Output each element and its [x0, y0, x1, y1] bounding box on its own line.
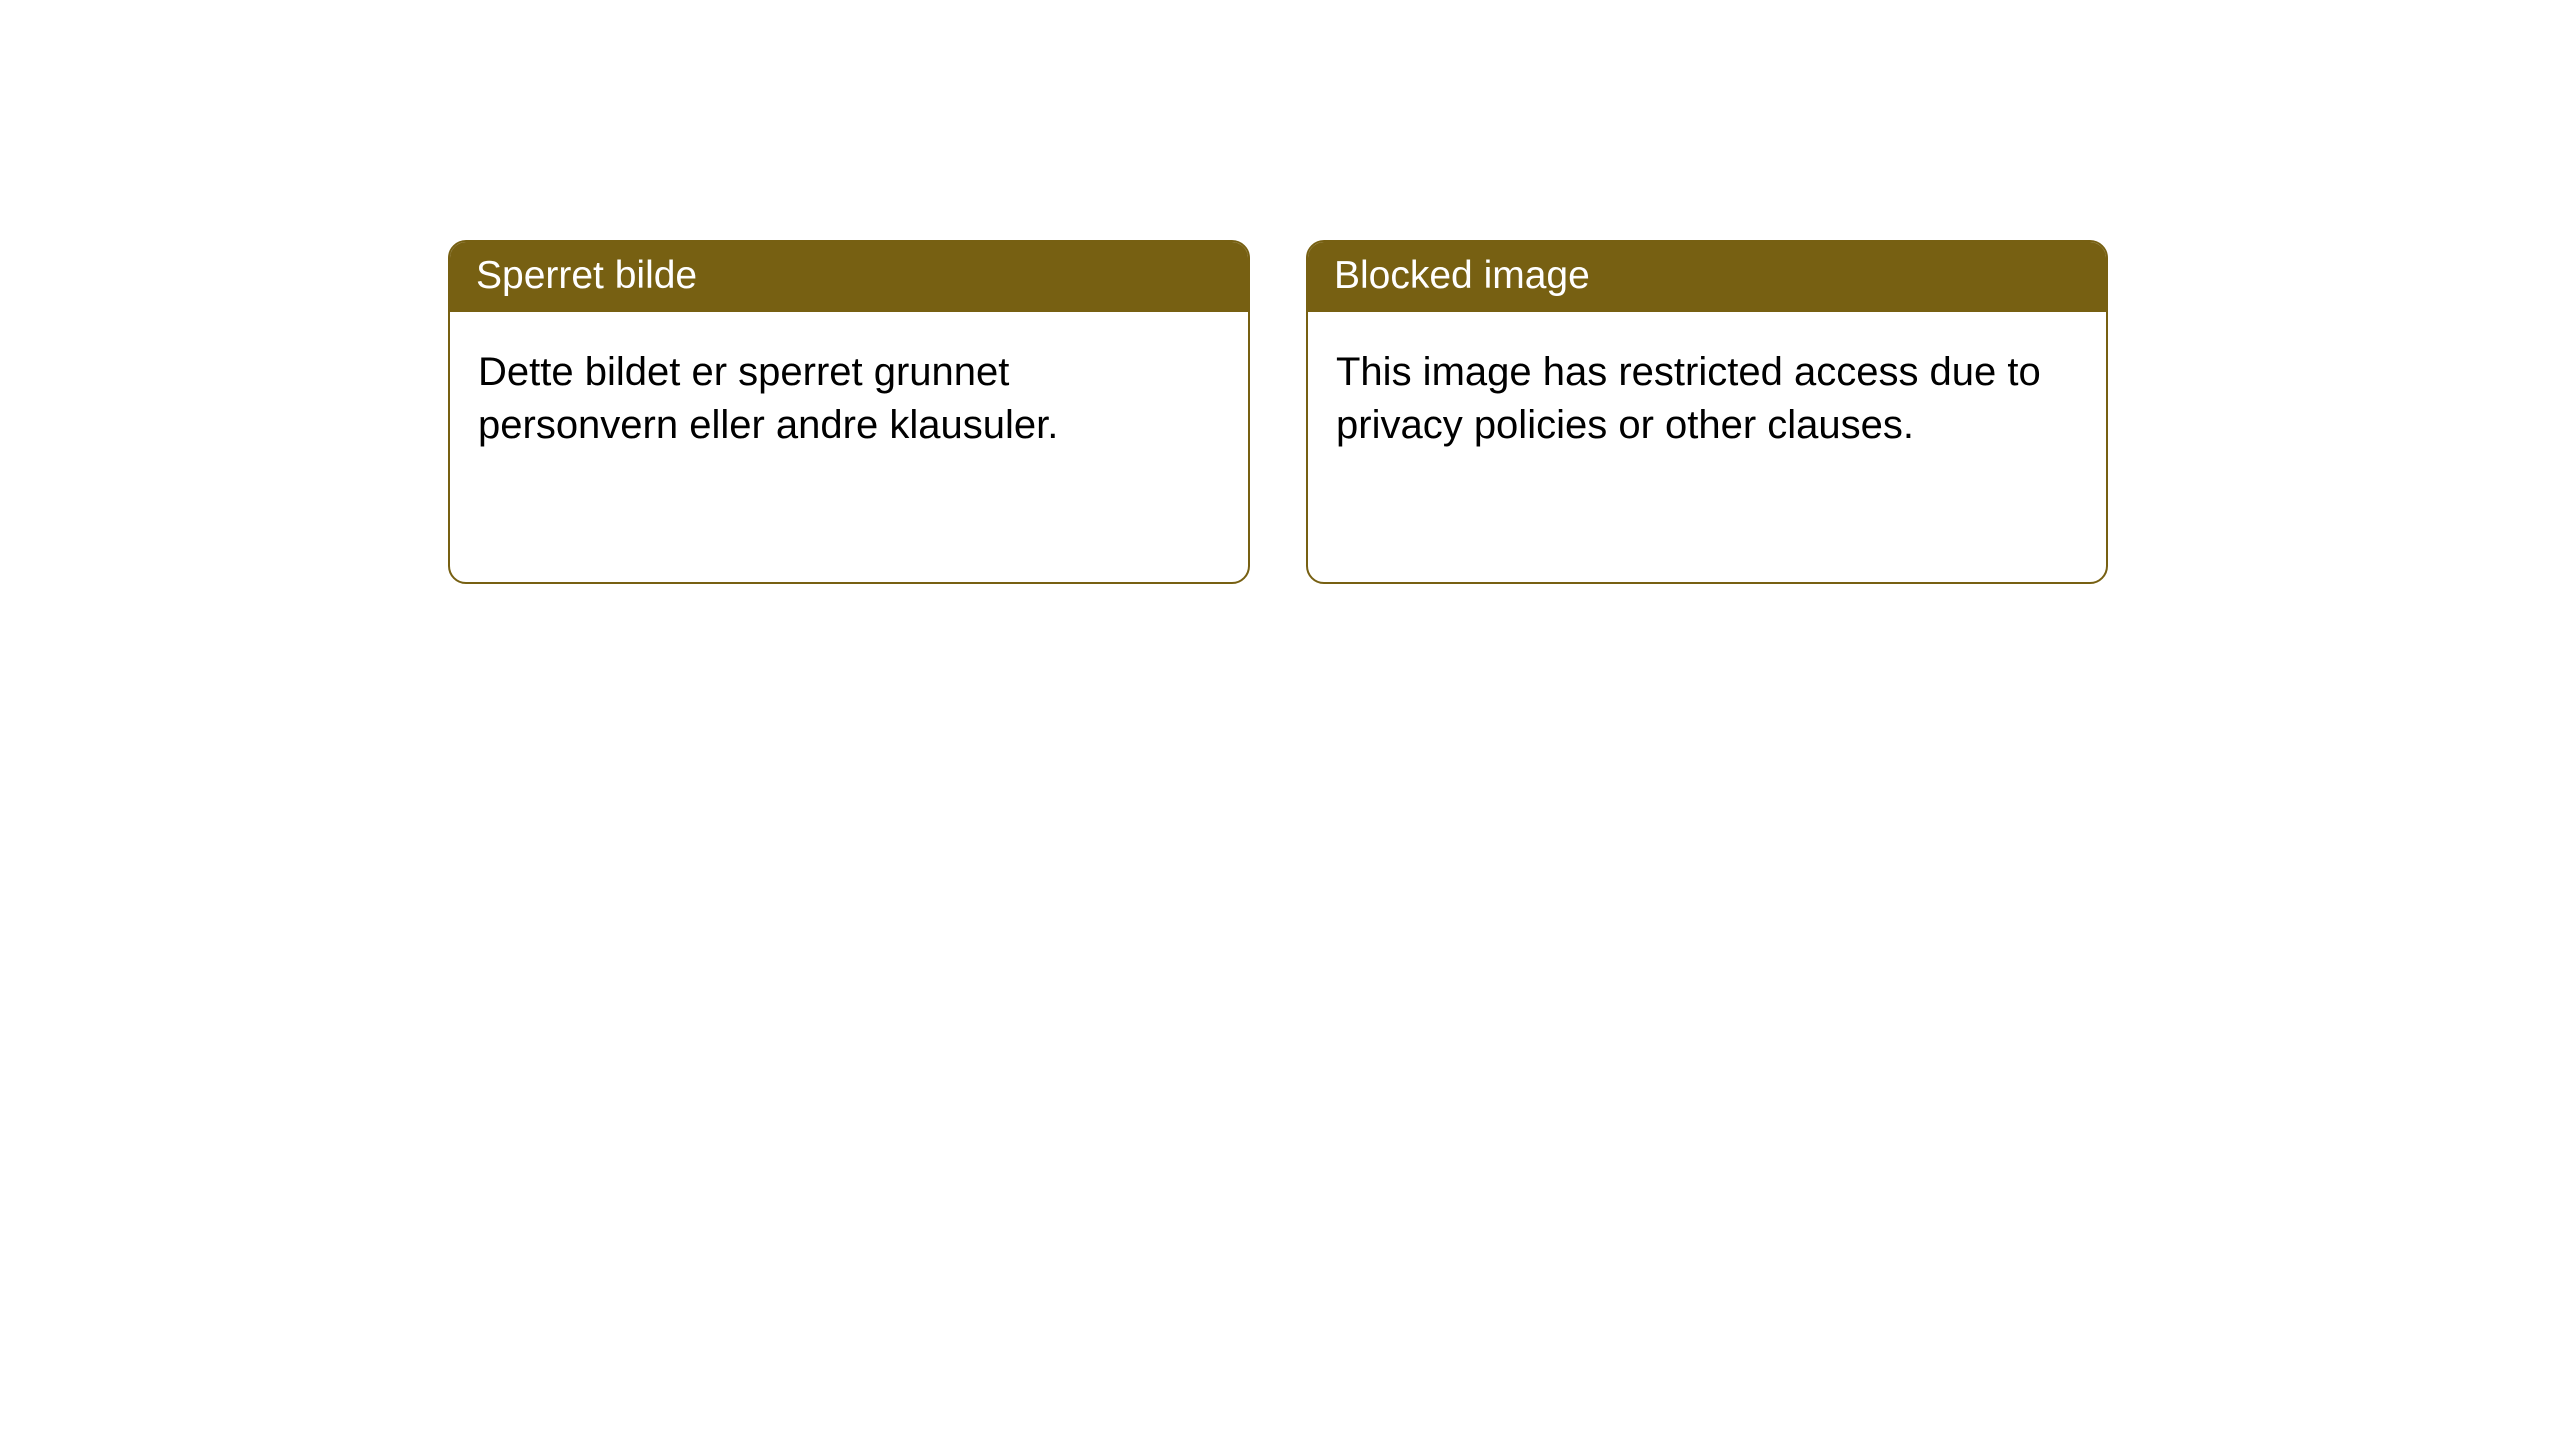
- notice-card-english: Blocked image This image has restricted …: [1306, 240, 2108, 584]
- notice-body: Dette bildet er sperret grunnet personve…: [450, 312, 1248, 582]
- notice-card-norwegian: Sperret bilde Dette bildet er sperret gr…: [448, 240, 1250, 584]
- notice-body: This image has restricted access due to …: [1308, 312, 2106, 582]
- notice-container: Sperret bilde Dette bildet er sperret gr…: [0, 0, 2560, 584]
- notice-header: Blocked image: [1308, 242, 2106, 312]
- notice-header: Sperret bilde: [450, 242, 1248, 312]
